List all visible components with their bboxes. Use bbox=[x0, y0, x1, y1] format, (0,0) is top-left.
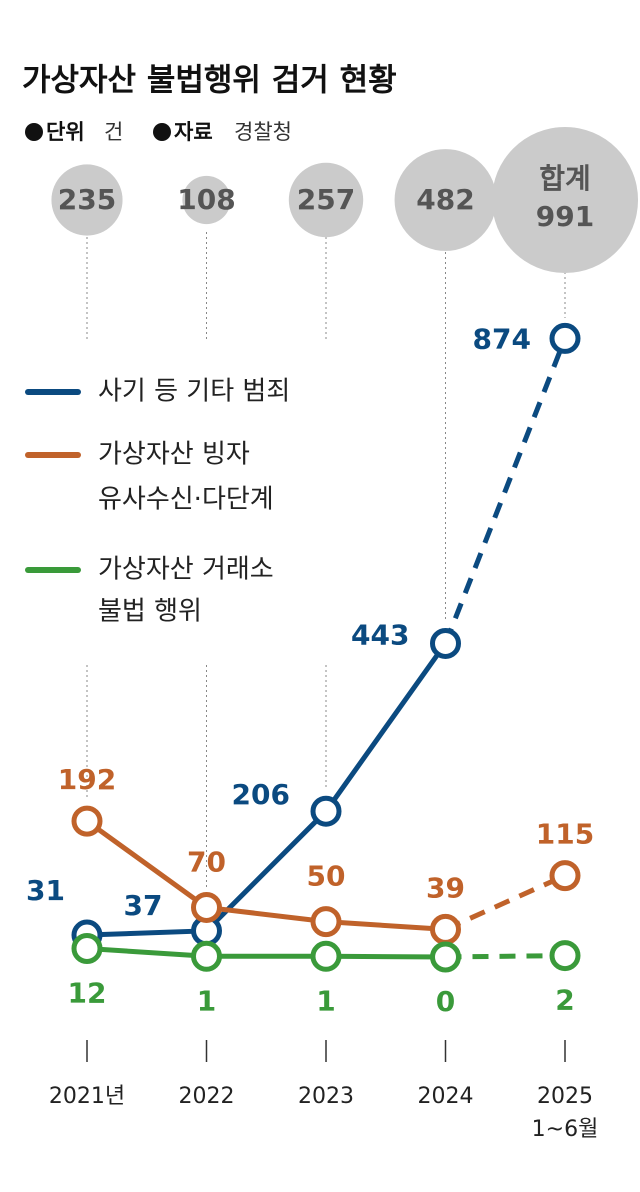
point bbox=[549, 940, 581, 972]
source-label: 자료 bbox=[174, 120, 213, 144]
x-tick-sublabel: 1~6월 bbox=[532, 1117, 599, 1142]
x-tick-label: 2024 bbox=[418, 1084, 474, 1109]
value-label: 1 bbox=[197, 984, 216, 1017]
x-tick-label: 2023 bbox=[298, 1084, 354, 1109]
series-line bbox=[85, 819, 446, 932]
point bbox=[71, 805, 103, 837]
total-bubble bbox=[182, 175, 231, 225]
total-bubble bbox=[491, 126, 639, 274]
total-label: 합계 bbox=[539, 162, 591, 195]
series-line-dashed bbox=[443, 337, 568, 645]
source: 경찰청 bbox=[234, 120, 292, 144]
value-label: 115 bbox=[536, 818, 594, 851]
total-bubble bbox=[51, 164, 123, 236]
value-label: 37 bbox=[124, 889, 163, 922]
point bbox=[310, 906, 342, 938]
bullet bbox=[25, 123, 43, 141]
point bbox=[191, 940, 222, 972]
point bbox=[430, 941, 461, 973]
value-label: 206 bbox=[232, 778, 290, 811]
value-label: 1 bbox=[316, 984, 335, 1017]
unit-label: 단위 bbox=[46, 120, 85, 144]
point bbox=[71, 933, 103, 965]
point bbox=[549, 322, 581, 354]
unit: 건 bbox=[104, 120, 123, 144]
legend-label: 유사수신·다단계 bbox=[98, 485, 274, 515]
total-value: 257 bbox=[297, 183, 355, 216]
series-line bbox=[86, 642, 448, 938]
value-label: 2 bbox=[555, 984, 574, 1017]
value-label: 31 bbox=[26, 874, 65, 907]
value-label: 12 bbox=[68, 977, 107, 1010]
legend-label: 불법 행위 bbox=[98, 597, 202, 627]
value-label: 874 bbox=[473, 322, 531, 355]
point bbox=[191, 891, 222, 923]
x-tick-label: 2025 bbox=[537, 1084, 593, 1109]
legend-label: 가상자산 빙자 bbox=[98, 440, 250, 470]
series-line bbox=[86, 946, 446, 960]
point bbox=[310, 795, 342, 827]
bullet bbox=[153, 123, 171, 141]
value-label: 70 bbox=[187, 845, 226, 878]
series-line-dashed bbox=[445, 953, 566, 960]
total-bubble bbox=[288, 162, 364, 238]
value-label: 192 bbox=[58, 763, 116, 796]
value-label: 39 bbox=[426, 871, 465, 904]
x-tick-label: 2021년 bbox=[49, 1084, 125, 1109]
total-value: 991 bbox=[536, 200, 594, 233]
point bbox=[310, 940, 342, 972]
total-value: 235 bbox=[58, 183, 116, 216]
value-label: 443 bbox=[351, 618, 409, 651]
series-line-dashed bbox=[444, 873, 567, 932]
chart-title: 가상자산 불법행위 검거 현황 bbox=[22, 63, 397, 99]
value-label: 0 bbox=[436, 985, 455, 1018]
point bbox=[430, 627, 461, 659]
point bbox=[549, 860, 581, 892]
point bbox=[430, 913, 461, 945]
total-value: 482 bbox=[416, 183, 474, 216]
x-tick-label: 2022 bbox=[179, 1084, 235, 1109]
value-label: 50 bbox=[307, 860, 346, 893]
total-value: 108 bbox=[177, 183, 235, 216]
legend-label: 사기 등 기타 범죄 bbox=[98, 377, 290, 407]
legend-label: 가상자산 거래소 bbox=[98, 555, 274, 585]
total-bubble bbox=[394, 149, 497, 251]
